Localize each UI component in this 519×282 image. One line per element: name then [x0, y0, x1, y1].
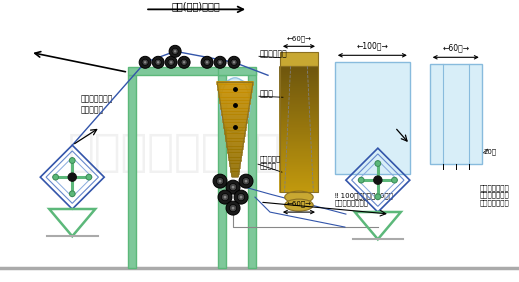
Circle shape: [214, 56, 226, 68]
Bar: [128, 75, 136, 268]
Circle shape: [86, 174, 92, 180]
Text: 株式会社マツムラ: 株式会社マツムラ: [68, 131, 282, 174]
Circle shape: [201, 56, 213, 68]
Text: エアーを入れて
膜らませる: エアーを入れて 膜らませる: [80, 94, 113, 114]
Circle shape: [206, 61, 208, 63]
Circle shape: [375, 161, 381, 166]
Circle shape: [172, 48, 178, 54]
Ellipse shape: [285, 199, 313, 211]
Circle shape: [231, 186, 235, 189]
Circle shape: [226, 201, 240, 215]
Circle shape: [70, 158, 75, 163]
Circle shape: [204, 59, 210, 65]
Circle shape: [169, 45, 181, 57]
Circle shape: [229, 204, 237, 212]
Ellipse shape: [220, 79, 250, 101]
Circle shape: [242, 177, 250, 185]
Text: 原反(生地)の流れ: 原反(生地)の流れ: [172, 1, 221, 11]
Circle shape: [233, 61, 235, 63]
Circle shape: [231, 207, 235, 210]
Circle shape: [218, 180, 222, 182]
Circle shape: [70, 191, 75, 197]
Circle shape: [68, 173, 76, 181]
Circle shape: [152, 56, 164, 68]
Circle shape: [217, 59, 223, 65]
Bar: [430, 64, 482, 164]
Circle shape: [239, 174, 253, 188]
Bar: [218, 67, 256, 75]
Text: ←60㎜→: ←60㎜→: [286, 36, 311, 42]
Circle shape: [168, 59, 174, 65]
Bar: [128, 67, 226, 75]
Circle shape: [224, 196, 226, 199]
Bar: [280, 66, 318, 192]
Circle shape: [181, 59, 187, 65]
Circle shape: [226, 180, 240, 194]
Circle shape: [229, 184, 237, 191]
Circle shape: [231, 59, 237, 65]
Ellipse shape: [285, 191, 313, 203]
Circle shape: [183, 61, 185, 63]
Text: 折込型の上部: 折込型の上部: [260, 50, 288, 59]
Bar: [280, 52, 318, 66]
Text: ←60㎜→: ←60㎜→: [442, 43, 469, 52]
Circle shape: [244, 180, 248, 182]
Text: カセ巻き以外に
紙管巻きも可能
な場合もある。: カセ巻き以外に 紙管巻きも可能 な場合もある。: [480, 184, 510, 206]
Circle shape: [165, 56, 177, 68]
Circle shape: [142, 59, 148, 65]
Circle shape: [228, 56, 240, 68]
Text: ←60㎜→: ←60㎜→: [286, 201, 311, 207]
Bar: [218, 70, 226, 268]
Circle shape: [174, 50, 176, 52]
Circle shape: [144, 61, 146, 63]
Circle shape: [391, 177, 398, 183]
Bar: [335, 62, 410, 174]
Circle shape: [240, 196, 242, 199]
Circle shape: [213, 174, 227, 188]
Text: ‼ 100幅の原反だ60幅に
織り込んだ場合。: ‼ 100幅の原反だ60幅に 織り込んだ場合。: [335, 192, 393, 206]
Circle shape: [234, 190, 248, 204]
Circle shape: [222, 193, 229, 201]
Text: ←100㎜→: ←100㎜→: [357, 41, 388, 50]
Text: 折込式の上
りサイズ: 折込式の上 りサイズ: [260, 155, 281, 169]
Circle shape: [219, 61, 221, 63]
Ellipse shape: [220, 78, 250, 133]
Text: 20㎜: 20㎜: [484, 149, 497, 155]
Circle shape: [170, 61, 172, 63]
Circle shape: [216, 177, 224, 185]
Circle shape: [375, 194, 381, 200]
Circle shape: [218, 190, 232, 204]
Circle shape: [178, 56, 190, 68]
Circle shape: [237, 193, 244, 201]
Circle shape: [374, 176, 382, 184]
Circle shape: [358, 177, 364, 183]
Circle shape: [139, 56, 151, 68]
Circle shape: [155, 59, 161, 65]
Text: 折込型: 折込型: [260, 90, 274, 99]
Circle shape: [53, 174, 59, 180]
Bar: [248, 70, 256, 268]
Circle shape: [157, 61, 159, 63]
